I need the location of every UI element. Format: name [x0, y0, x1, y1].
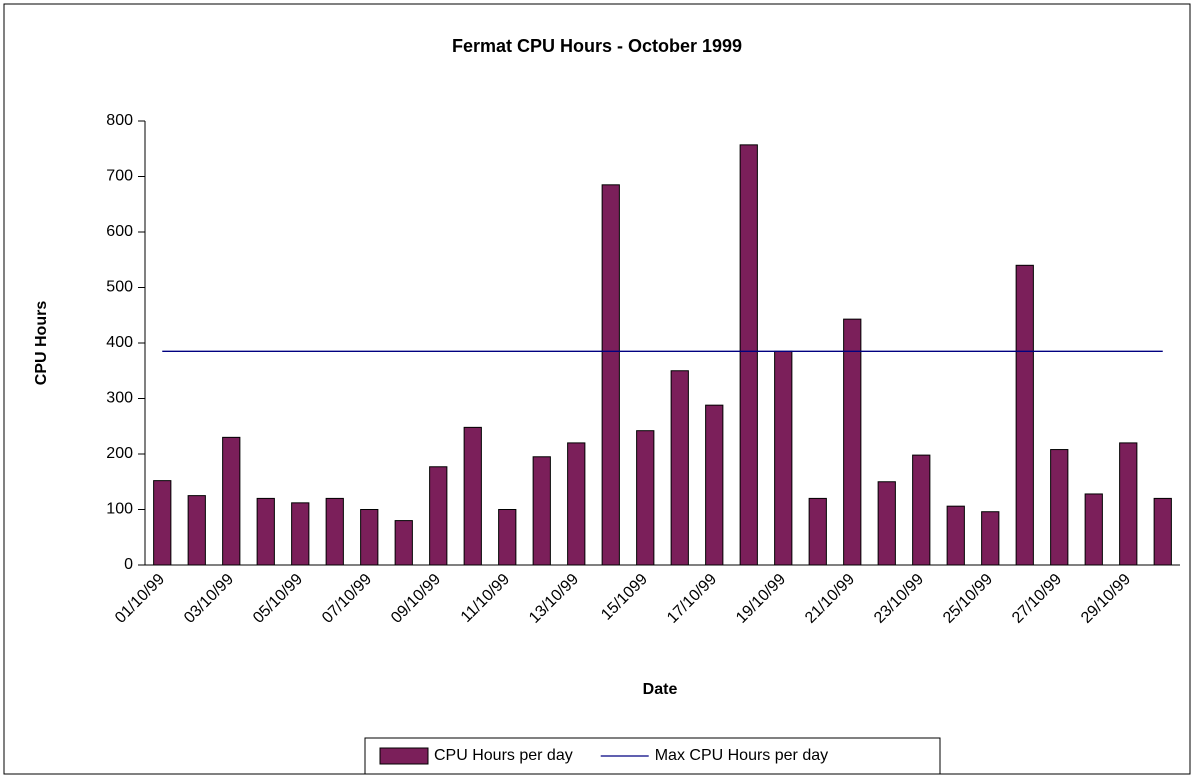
bar: [394, 520, 413, 566]
legend-swatch: [379, 747, 429, 765]
bar: [1015, 264, 1034, 566]
bar: [1119, 442, 1138, 566]
bar: [774, 350, 793, 566]
bar: [429, 466, 448, 566]
bar: [291, 502, 310, 566]
chart-frame: [3, 3, 1191, 775]
y-tick-label: 300: [106, 390, 133, 407]
bar: [601, 184, 620, 566]
y-tick-label: 500: [106, 279, 133, 296]
bar: [498, 509, 517, 566]
y-tick-label: 700: [106, 168, 133, 185]
legend-label: Max CPU Hours per day: [655, 747, 828, 764]
bar: [463, 426, 482, 566]
bar: [1084, 493, 1103, 566]
bar: [1050, 449, 1069, 566]
bar: [567, 442, 586, 566]
bar: [705, 404, 724, 566]
bar: [670, 370, 689, 566]
bar: [532, 456, 551, 566]
bar: [946, 505, 965, 566]
bar: [843, 318, 862, 566]
bar: [325, 497, 344, 566]
bar: [1153, 497, 1172, 566]
bar: [739, 144, 758, 566]
y-tick-label: 400: [106, 334, 133, 351]
y-tick-label: 600: [106, 223, 133, 240]
bar: [912, 454, 931, 566]
bar: [222, 436, 241, 566]
y-tick-label: 200: [106, 445, 133, 462]
bar: [877, 481, 896, 566]
bar: [256, 497, 275, 566]
chart-title: Fermat CPU Hours - October 1999: [452, 36, 742, 56]
legend-label: CPU Hours per day: [434, 747, 573, 764]
bar: [808, 497, 827, 566]
bar: [636, 430, 655, 566]
y-tick-label: 100: [106, 501, 133, 518]
y-axis-label: CPU Hours: [33, 301, 50, 386]
bar: [360, 509, 379, 566]
bar: [153, 480, 172, 566]
y-tick-label: 800: [106, 112, 133, 129]
legend-box: [364, 737, 941, 775]
bar: [187, 495, 206, 566]
bar: [981, 511, 1000, 566]
x-axis-label: Date: [643, 681, 678, 698]
y-tick-label: 0: [124, 556, 133, 573]
